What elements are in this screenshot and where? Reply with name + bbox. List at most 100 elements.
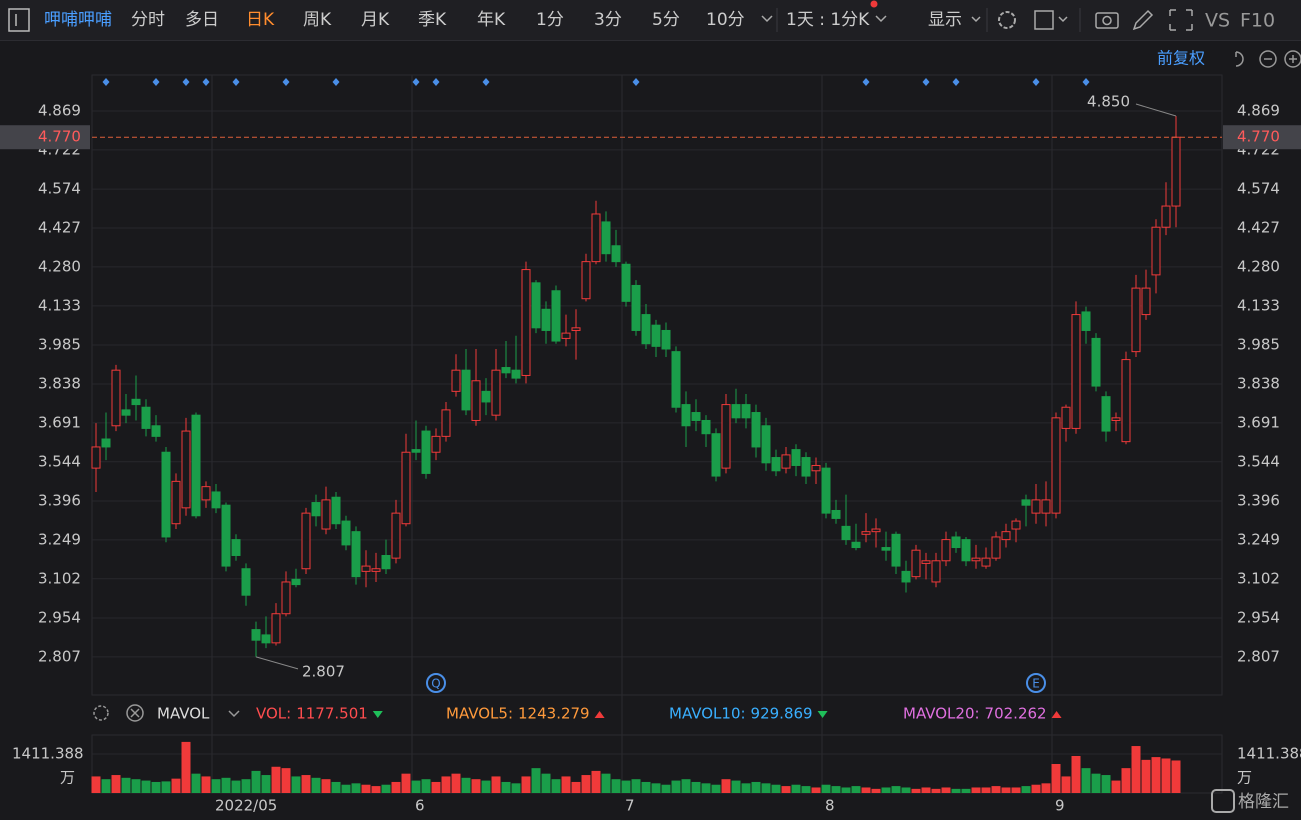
candle-body xyxy=(591,213,601,263)
zoom-in[interactable] xyxy=(1284,50,1301,68)
settings-icon[interactable] xyxy=(998,11,1016,29)
legend-name: MAVOL20: xyxy=(903,705,980,723)
candle-body xyxy=(631,284,641,331)
candle-body xyxy=(1111,417,1121,421)
volume-bar xyxy=(951,788,961,793)
candle-body xyxy=(421,430,431,474)
y-tick-label-right: 3.985 xyxy=(1237,336,1280,354)
volume-bar xyxy=(291,776,301,793)
y-tick-label-right: 4.574 xyxy=(1237,180,1280,198)
period-tab[interactable]: 10分 xyxy=(706,10,745,30)
draw-icon[interactable] xyxy=(1132,9,1154,31)
stock-name[interactable]: 呷哺呷哺 xyxy=(44,10,112,30)
candle-body xyxy=(381,554,391,570)
sidebar-toggle[interactable] xyxy=(8,8,30,32)
candle-body xyxy=(821,467,831,514)
candle-body xyxy=(1021,499,1031,506)
candle-body xyxy=(791,449,801,466)
candle-body xyxy=(501,367,511,374)
volume-bar xyxy=(141,780,151,793)
event-marker xyxy=(282,78,290,86)
candle-body xyxy=(201,486,211,501)
min-leader xyxy=(255,656,299,670)
interval-select[interactable]: 1天 : 1分K xyxy=(786,10,870,30)
candle-body xyxy=(461,369,471,411)
period-tab[interactable]: 年K xyxy=(477,10,506,30)
volume-bar xyxy=(901,787,911,793)
volume-bar xyxy=(641,781,651,793)
legend-trend xyxy=(594,711,605,718)
volume-bar xyxy=(681,779,691,793)
camera-icon[interactable] xyxy=(1095,12,1119,29)
candle-body xyxy=(761,425,771,464)
event-marker xyxy=(632,78,640,86)
volume-bar xyxy=(1131,746,1141,793)
candle-body xyxy=(801,457,811,477)
y-tick-label-right: 2.954 xyxy=(1237,608,1280,626)
y-tick-label: 2.807 xyxy=(38,647,81,665)
candle-body xyxy=(161,451,171,538)
legend-name: MAVOL5: xyxy=(446,705,513,723)
volume-bar xyxy=(441,776,451,793)
y-tick-label-right: 4.869 xyxy=(1237,102,1280,120)
candle-body xyxy=(361,565,371,572)
period-tab[interactable]: 分时 xyxy=(131,10,165,30)
volume-bar xyxy=(261,775,271,793)
candle-body xyxy=(911,549,921,578)
candle-body xyxy=(211,491,221,509)
y-tick-label: 3.249 xyxy=(38,530,81,548)
volume-bar xyxy=(201,776,211,793)
volume-bar xyxy=(1041,783,1051,793)
event-marker xyxy=(182,78,190,86)
volume-bar xyxy=(771,784,781,793)
fullscreen-icon[interactable] xyxy=(1169,9,1193,31)
legend-value: 702.262 xyxy=(985,705,1047,723)
candle-body xyxy=(581,261,591,300)
event-marker xyxy=(152,78,160,86)
volume-bar xyxy=(941,787,951,793)
volume-bar xyxy=(491,776,501,793)
period-tab[interactable]: 季K xyxy=(418,10,447,30)
volume-bar xyxy=(331,781,341,793)
layout-icon[interactable] xyxy=(1034,10,1054,30)
x-tick-label: 9 xyxy=(1055,797,1065,815)
more-chevron[interactable] xyxy=(761,15,773,23)
period-tab[interactable]: 1分 xyxy=(536,10,564,30)
volume-bar xyxy=(741,783,751,793)
zoom-out[interactable] xyxy=(1259,50,1277,68)
legend-trend xyxy=(372,711,383,718)
candle-body xyxy=(1081,311,1091,331)
indicator-settings[interactable] xyxy=(93,705,109,721)
volume-bar xyxy=(471,779,481,793)
candle-body xyxy=(1101,396,1111,432)
candle-body xyxy=(601,221,611,255)
period-tab[interactable]: 3分 xyxy=(594,10,622,30)
display-menu[interactable]: 显示 xyxy=(928,10,962,30)
f10-button[interactable]: F10 xyxy=(1240,10,1275,32)
period-tab[interactable]: 月K xyxy=(361,10,390,30)
volume-bar xyxy=(781,786,791,793)
adjust-mode[interactable]: 前复权 xyxy=(1157,49,1205,68)
volume-bar xyxy=(91,776,101,793)
period-tab[interactable]: 多日 xyxy=(185,10,219,30)
candle-body xyxy=(1121,359,1131,443)
volume-bar xyxy=(611,779,621,793)
volume-bar xyxy=(131,779,141,793)
vs-button[interactable]: VS xyxy=(1205,10,1230,32)
candle-body xyxy=(971,557,981,562)
legend-name: VOL: xyxy=(256,705,291,723)
period-tab[interactable]: 日K xyxy=(246,10,275,30)
indicator-name[interactable]: MAVOL xyxy=(157,705,210,723)
volume-bar xyxy=(1081,768,1091,793)
period-tab[interactable]: 周K xyxy=(303,10,332,30)
indicator-close[interactable] xyxy=(126,704,144,722)
candle-body xyxy=(311,502,321,517)
volume-bar xyxy=(271,766,281,793)
reset-icon[interactable] xyxy=(1235,51,1244,67)
period-tab[interactable]: 5分 xyxy=(652,10,680,30)
volume-bar xyxy=(731,780,741,793)
candle-body xyxy=(391,512,401,559)
event-marker xyxy=(332,78,340,86)
volume-tick-label: 1411.388 xyxy=(12,745,84,763)
volume-bar xyxy=(581,775,591,793)
